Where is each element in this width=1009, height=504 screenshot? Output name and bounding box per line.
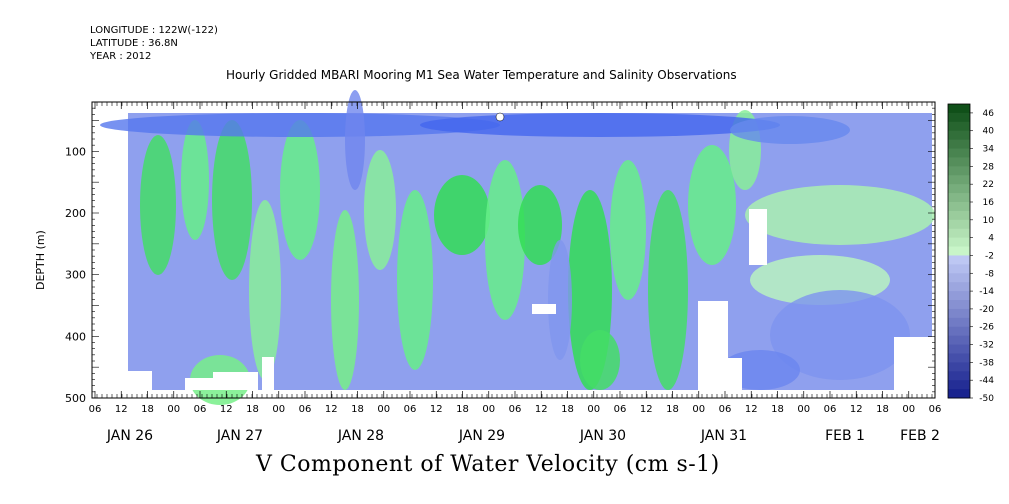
x-date-label: JAN 30: [579, 428, 626, 444]
colorbar-label: -20: [979, 305, 994, 315]
colorbar-label: 40: [983, 127, 995, 137]
colorbar-label: 34: [983, 145, 995, 155]
colorbar-label: -2: [985, 251, 994, 261]
y-tick-label: 200: [65, 207, 86, 220]
x-hour-label: 06: [929, 404, 942, 415]
x-date-label: JAN 29: [458, 428, 505, 444]
chart-title: Hourly Gridded MBARI Mooring M1 Sea Wate…: [226, 68, 737, 82]
x-hour-label: 00: [482, 404, 495, 415]
x-hour-label: 06: [509, 404, 522, 415]
x-hour-label: 06: [299, 404, 312, 415]
y-axis-label: DEPTH (m): [34, 230, 47, 290]
y-tick-label: 400: [65, 330, 86, 343]
x-hour-label: 06: [824, 404, 837, 415]
x-hour-label: 18: [876, 404, 889, 415]
x-hour-label: 18: [771, 404, 784, 415]
colorbar-label: 28: [983, 162, 995, 172]
colorbar-label: 22: [983, 180, 994, 190]
colorbar-label: 46: [983, 109, 995, 119]
x-date-label: JAN 26: [106, 428, 153, 444]
heatmap-field: [100, 90, 935, 405]
axis-ticks: [91, 101, 936, 399]
x-date-labels: JAN 26 JAN 27 JAN 28 JAN 29 JAN 30 JAN 31 FEB …: [106, 428, 940, 444]
x-hour-label: 12: [850, 404, 863, 415]
colorbar-label: -38: [979, 358, 994, 368]
x-hour-label: 18: [561, 404, 574, 415]
colorbar-labels: 46 40 34 28 22 16 10 4 -2 -8 -14 -20 -26 -32 -38 -44 -50: [970, 109, 994, 404]
colorbar: [947, 103, 971, 399]
x-date-label: JAN 28: [337, 428, 384, 444]
x-date-label: JAN 27: [216, 428, 263, 444]
x-hour-label: 00: [377, 404, 390, 415]
y-tick-labels: 100 200 300 400 500: [65, 145, 86, 405]
year-label: YEAR : 2012: [90, 51, 152, 62]
x-hour-label: 12: [220, 404, 233, 415]
colorbar-label: 4: [988, 234, 994, 244]
x-hour-label: 00: [167, 404, 180, 415]
x-hour-label: 12: [535, 404, 548, 415]
x-hour-label: 06: [719, 404, 732, 415]
x-hour-label: 06: [89, 404, 102, 415]
x-hour-label: 12: [640, 404, 653, 415]
variable-label: V Component of Water Velocity (cm s-1): [256, 452, 720, 477]
y-tick-label: 100: [65, 145, 86, 158]
x-hour-label: 18: [351, 404, 364, 415]
x-date-label: JAN 31: [700, 428, 747, 444]
x-hour-label: 18: [666, 404, 679, 415]
longitude-label: LONGITUDE : 122W(-122): [90, 25, 218, 36]
x-hour-label: 00: [902, 404, 915, 415]
x-hour-label: 00: [797, 404, 810, 415]
x-hour-label: 18: [456, 404, 469, 415]
x-hour-label: 00: [587, 404, 600, 415]
x-date-label: FEB 2: [900, 428, 940, 444]
colorbar-label: 10: [983, 216, 995, 226]
x-hour-label: 12: [325, 404, 338, 415]
x-hour-label: 12: [115, 404, 128, 415]
x-hour-tick-labels: 06 12 18 00 06 12 18 00 06 12 18 00 06 12 18 00 06 12 18 00…: [89, 404, 942, 415]
missing-data-regions: [128, 209, 934, 391]
colorbar-label: 16: [983, 198, 995, 208]
colorbar-label: -8: [985, 269, 994, 279]
colorbar-label: -32: [979, 341, 994, 351]
y-tick-label: 300: [65, 269, 86, 282]
x-hour-label: 00: [692, 404, 705, 415]
y-tick-label: 500: [65, 392, 86, 405]
x-hour-label: 06: [614, 404, 627, 415]
colorbar-label: -26: [979, 323, 994, 333]
colorbar-label: -50: [979, 394, 994, 404]
x-hour-label: 00: [272, 404, 285, 415]
x-hour-label: 18: [141, 404, 154, 415]
colorbar-label: -14: [979, 287, 994, 297]
x-hour-label: 18: [246, 404, 259, 415]
x-hour-label: 12: [745, 404, 758, 415]
x-hour-label: 06: [194, 404, 207, 415]
latitude-label: LATITUDE : 36.8N: [90, 38, 178, 49]
x-hour-label: 12: [430, 404, 443, 415]
x-hour-label: 06: [404, 404, 417, 415]
colorbar-label: -44: [979, 376, 994, 386]
x-date-label: FEB 1: [825, 428, 865, 444]
